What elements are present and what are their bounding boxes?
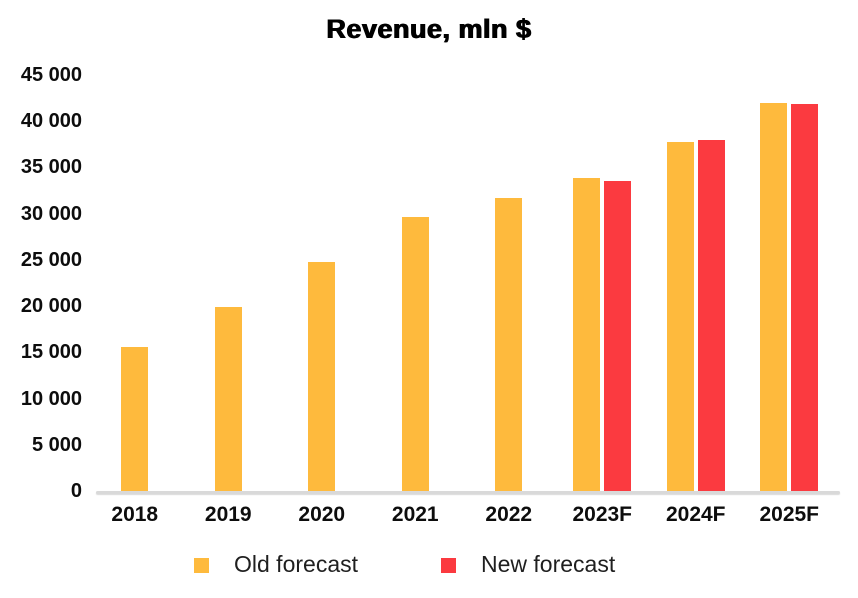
x-axis-label-2023F: 2023F xyxy=(572,503,633,526)
x-axis-labels: 2018 2019 2020 2021 2022 2023F 2024F 2025F xyxy=(88,503,836,527)
bar-old-forecast-2018 xyxy=(121,346,149,491)
bar-group-2025F xyxy=(743,75,837,491)
bar-group-2022 xyxy=(462,75,556,491)
x-axis-label-2025F: 2025F xyxy=(759,503,820,526)
legend-label: Old forecast xyxy=(216,549,417,582)
bar-group-2023F xyxy=(556,75,650,491)
y-tick-label-40000: 40 000 xyxy=(20,110,82,133)
bar-old-forecast-2021 xyxy=(401,217,429,491)
y-tick-label-25000: 25 000 xyxy=(20,248,82,271)
legend-swatch-icon xyxy=(441,558,456,573)
bar-group-2020 xyxy=(275,75,369,491)
x-axis-label-2018: 2018 xyxy=(111,503,159,526)
y-tick-label-30000: 30 000 xyxy=(20,202,82,225)
y-tick-label-45000: 45 000 xyxy=(20,64,82,86)
plot-area xyxy=(88,75,836,491)
bar-group-2018 xyxy=(88,75,182,491)
y-tick-label-10000: 10 000 xyxy=(20,387,82,410)
y-tick-label-5000: 5 000 xyxy=(31,433,82,456)
bar-new-forecast-2024F xyxy=(697,139,725,491)
legend: Old forecast New forecast xyxy=(0,549,858,582)
bar-old-forecast-2022 xyxy=(495,197,523,491)
legend-entry-old-forecast: Old forecast xyxy=(194,549,417,582)
bar-old-forecast-2020 xyxy=(308,261,336,491)
x-axis-label-2022: 2022 xyxy=(485,503,533,526)
bar-old-forecast-2023F xyxy=(573,177,601,491)
x-axis-label-2019: 2019 xyxy=(204,503,252,526)
bar-new-forecast-2023F xyxy=(604,181,632,491)
bar-old-forecast-2019 xyxy=(214,307,242,491)
bar-old-forecast-2024F xyxy=(666,141,694,491)
bar-group-2021 xyxy=(369,75,463,491)
x-axis-line xyxy=(96,491,840,494)
legend-label: New forecast xyxy=(463,549,664,582)
legend-swatch-icon xyxy=(194,558,209,573)
y-tick-label-20000: 20 000 xyxy=(20,295,82,318)
chart-title: Revenue, mln $ xyxy=(326,14,532,44)
x-axis-label-2021: 2021 xyxy=(391,503,439,526)
x-axis-label-2024F: 2024F xyxy=(665,503,726,526)
bar-group-2019 xyxy=(182,75,276,491)
y-tick-label-15000: 15 000 xyxy=(20,341,82,364)
y-tick-label-0: 0 xyxy=(70,480,82,502)
bar-group-2024F xyxy=(649,75,743,491)
legend-entry-new-forecast: New forecast xyxy=(441,549,664,582)
bar-new-forecast-2025F xyxy=(791,103,819,491)
x-axis-label-2020: 2020 xyxy=(298,503,346,526)
bar-groups xyxy=(88,75,836,491)
bar-old-forecast-2025F xyxy=(760,102,788,491)
y-tick-label-35000: 35 000 xyxy=(20,156,82,179)
y-axis: 0 5 000 10 000 15 000 20 000 25 000 30 000 35 0… xyxy=(0,0,82,598)
